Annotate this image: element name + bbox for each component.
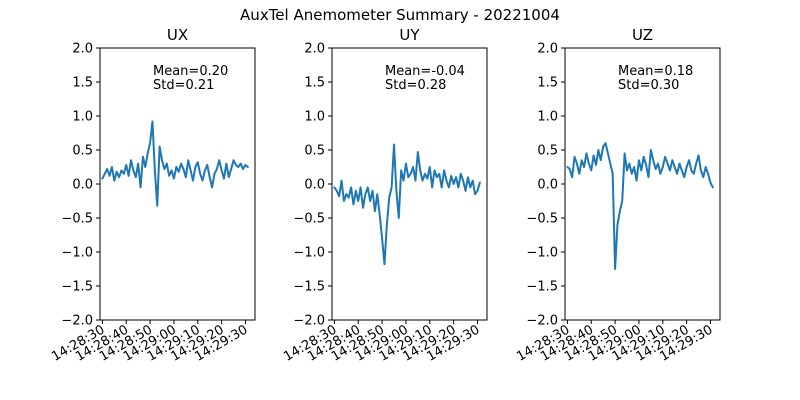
subplot-uz: UZ−2.0−1.5−1.0−0.50.00.51.01.52.014:28:3… [514,26,721,365]
y-tick-label: 0.5 [537,144,558,159]
std-annotation: Std=0.28 [385,78,446,93]
y-tick-label: −1.5 [293,280,325,295]
y-tick-label: 2.0 [72,42,93,57]
y-tick-label: −0.5 [526,212,558,227]
mean-annotation: Mean=0.20 [153,64,228,79]
y-tick-label: 1.5 [304,76,325,91]
subplot-uy: UY−2.0−1.5−1.0−0.50.00.51.01.52.014:28:3… [281,26,488,365]
std-annotation: Std=0.30 [618,78,679,93]
plot-frame [564,47,721,321]
y-tick-label: −2.0 [293,314,325,329]
y-tick-label: 0.5 [304,144,325,159]
y-tick-label: −2.0 [61,314,93,329]
subplot-title: UY [399,26,420,44]
y-tick-label: −1.0 [526,246,558,261]
mean-annotation: Mean=-0.04 [385,64,465,79]
y-tick-label: −1.0 [293,246,325,261]
series-line-uz [566,142,714,270]
y-tick-label: 1.0 [72,110,93,125]
y-tick-label: 0.5 [72,144,93,159]
y-tick-label: −1.5 [61,280,93,295]
figure-title: AuxTel Anemometer Summary - 20221004 [240,6,560,24]
series-line-ux [101,120,249,207]
subplot-grid: UX−2.0−1.5−1.0−0.50.00.51.01.52.014:28:3… [49,26,721,365]
y-tick-label: 2.0 [304,42,325,57]
y-tick-label: 0.0 [304,178,325,193]
mean-annotation: Mean=0.18 [618,64,693,79]
y-tick-label: 2.0 [537,42,558,57]
y-tick-label: 0.0 [72,178,93,193]
y-tick-label: 1.0 [537,110,558,125]
y-tick-label: −0.5 [293,212,325,227]
y-tick-label: −1.5 [526,280,558,295]
y-tick-label: 0.0 [537,178,558,193]
y-tick-label: 1.5 [72,76,93,91]
series-line-uy [333,143,481,266]
std-annotation: Std=0.21 [153,78,214,93]
subplot-ux: UX−2.0−1.5−1.0−0.50.00.51.01.52.014:28:3… [49,26,256,365]
y-tick-label: 1.5 [537,76,558,91]
y-tick-label: 1.0 [304,110,325,125]
y-tick-label: −1.0 [61,246,93,261]
subplot-title: UX [167,26,188,44]
plot-frame [331,47,488,321]
y-tick-label: −0.5 [61,212,93,227]
subplot-title: UZ [632,26,653,44]
plot-frame [99,47,256,321]
y-tick-label: −2.0 [526,314,558,329]
